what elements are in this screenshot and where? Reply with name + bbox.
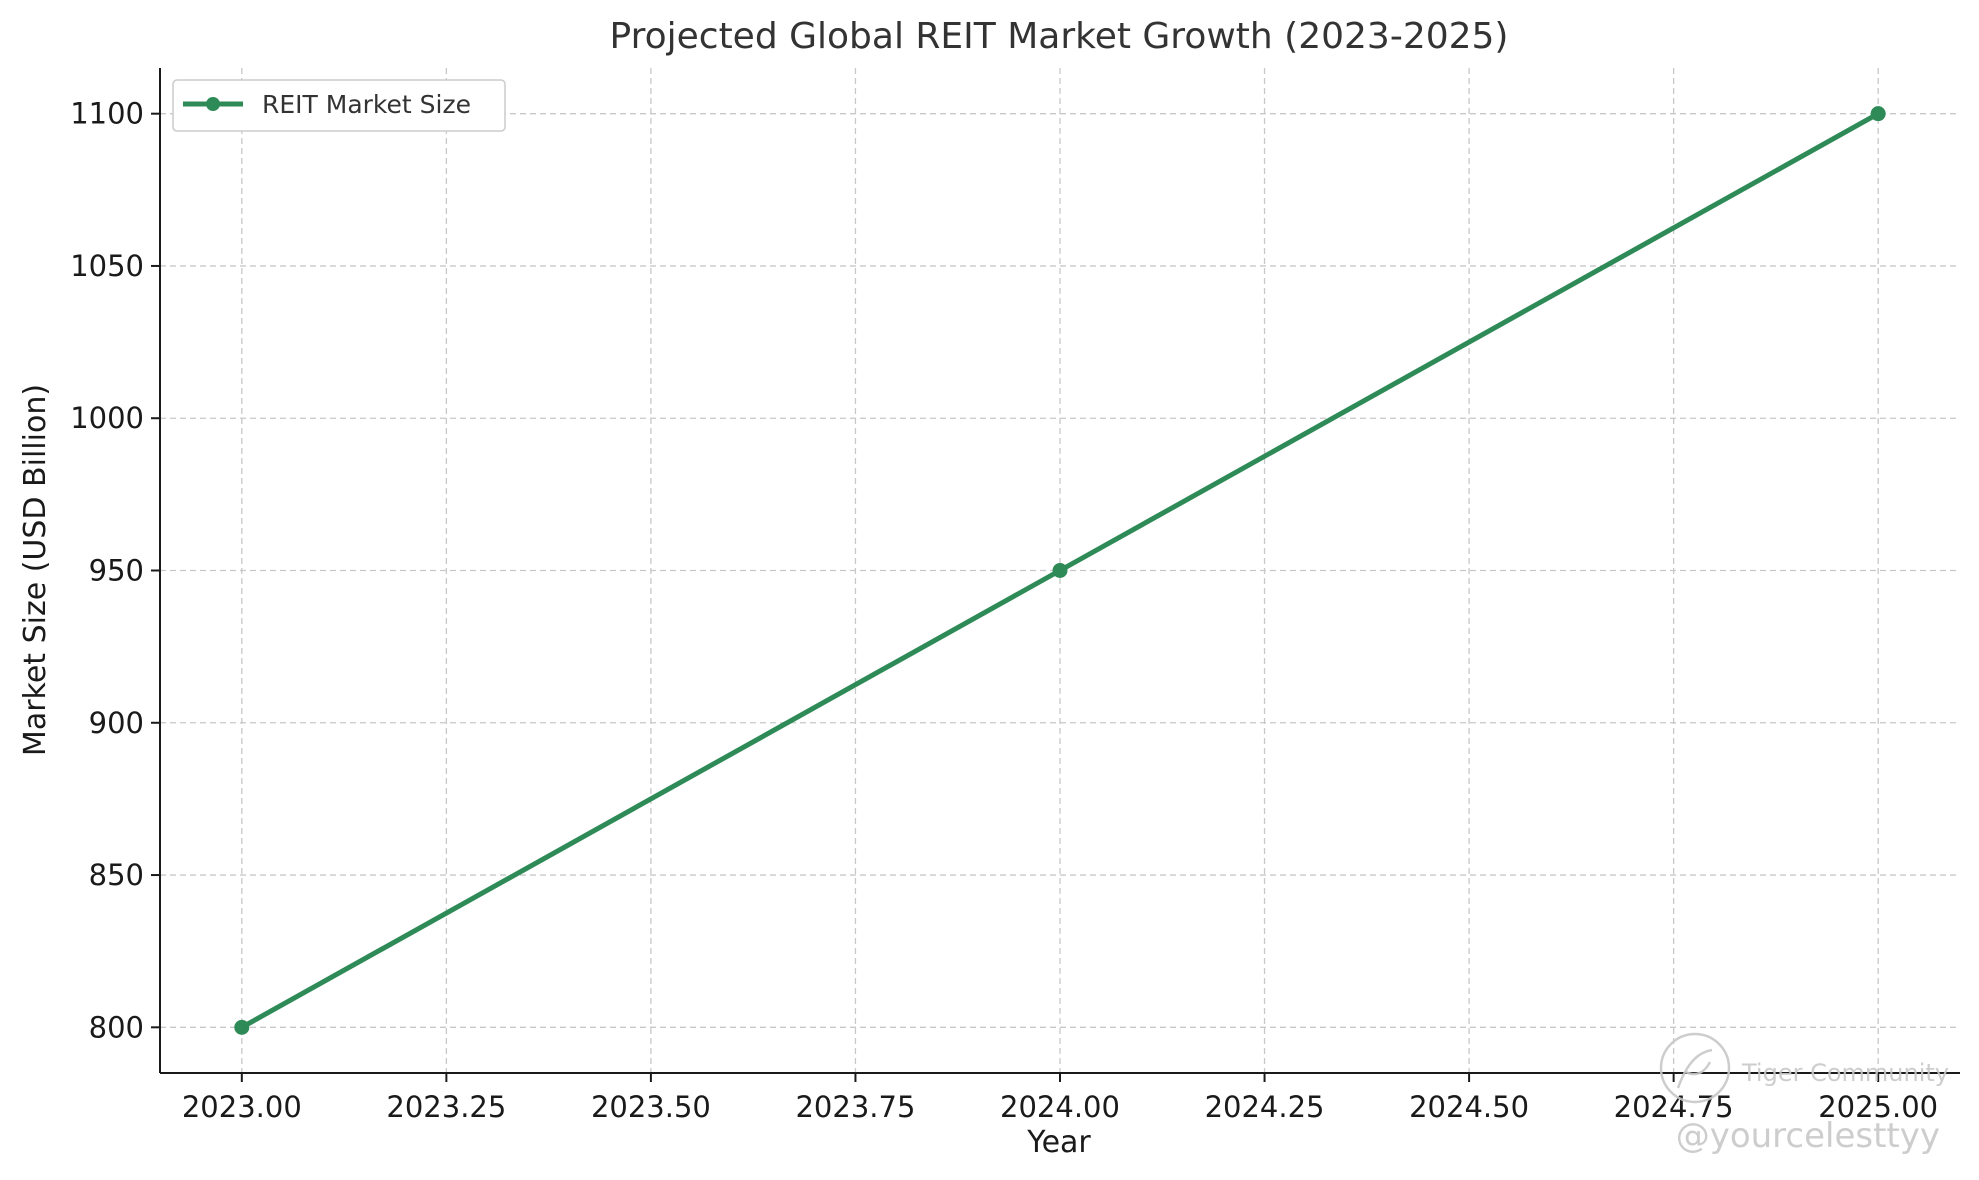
watermark-brand: Tiger Community (1741, 1059, 1949, 1087)
tiger-logo-icon (1659, 1032, 1731, 1104)
legend-entry-label: REIT Market Size (262, 90, 471, 119)
data-point (234, 1019, 250, 1035)
x-tick-label: 2024.25 (1205, 1090, 1325, 1124)
data-point (1052, 563, 1068, 578)
data-point (1870, 106, 1886, 122)
y-tick-label: 1050 (70, 249, 144, 283)
chart-title: Projected Global REIT Market Growth (202… (610, 16, 1509, 57)
grid-layer (160, 68, 1960, 1073)
legend-box (172, 79, 506, 132)
series-layer (234, 106, 1886, 1035)
x-tick-label: 2025.00 (1818, 1090, 1938, 1124)
y-axis-label: Market Size (USD Billion) (18, 384, 53, 756)
x-tick-label: 2023.50 (591, 1090, 711, 1124)
y-tick-label: 800 (89, 1010, 144, 1044)
x-tick-label: 2023.75 (795, 1090, 915, 1124)
x-tick-label: 2023.25 (386, 1090, 506, 1124)
x-tick-label: 2024.00 (1000, 1090, 1120, 1124)
y-tick-label: 900 (89, 706, 144, 740)
x-axis-label: Year (1026, 1125, 1091, 1160)
legend-marker-swatch (206, 97, 220, 111)
y-tick-label: 1100 (70, 97, 144, 131)
x-tick-label: 2023.00 (182, 1090, 302, 1124)
y-tick-label: 950 (89, 554, 144, 588)
watermark-handle: @yourcelesttyy (1676, 1116, 1940, 1156)
legend: REIT Market Size (172, 79, 506, 132)
axes-layer: 2023.00 2023.25 2023.50 2023.75 2024.00 2024.… (70, 68, 1960, 1124)
y-tick-label: 1000 (70, 401, 144, 435)
x-tick-label: 2024.50 (1409, 1090, 1529, 1124)
watermark: Tiger Community @yourcelesttyy (1659, 1032, 1949, 1156)
y-tick-label: 850 (89, 858, 144, 892)
